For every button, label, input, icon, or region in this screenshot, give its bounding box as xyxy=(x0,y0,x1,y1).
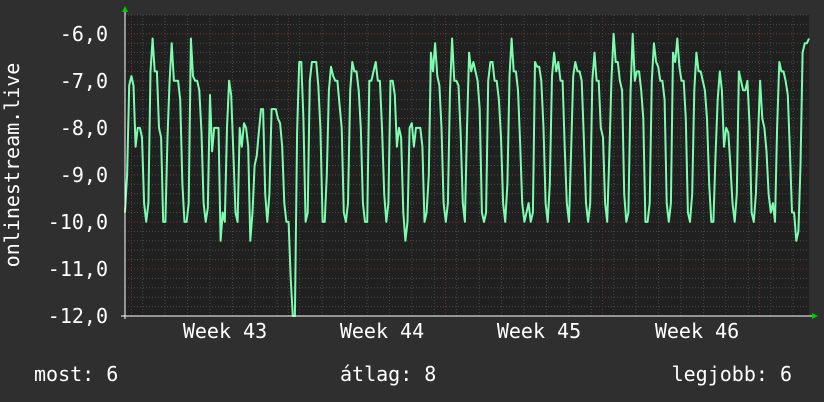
y-axis-arrow xyxy=(122,6,128,12)
y-tick-label: -11,0 xyxy=(48,257,108,281)
x-tick-label: Week 46 xyxy=(655,319,739,343)
y-tick-labels: -12,0 -11,0 -10,0 -9,0 -8,0 -7,0 -6,0 xyxy=(48,22,108,328)
x-tick-label: Week 45 xyxy=(497,319,581,343)
series-line xyxy=(124,32,810,317)
stat-current: most: 6 xyxy=(34,362,119,386)
y-axis-label: onlinestream.live xyxy=(0,63,24,268)
y-tick-label: -10,0 xyxy=(48,210,108,234)
y-tick-label: -12,0 xyxy=(48,304,108,328)
x-tick-labels: Week 43 Week 44 Week 45 Week 46 xyxy=(183,319,739,343)
stat-average: átlag: 8 xyxy=(340,362,437,386)
x-tick-label: Week 44 xyxy=(340,319,424,343)
y-tick-label: -8,0 xyxy=(60,116,108,140)
series-line-group xyxy=(124,32,810,317)
y-tick-label: -6,0 xyxy=(60,22,108,46)
y-tick-label: -7,0 xyxy=(60,69,108,93)
axes xyxy=(121,6,818,319)
x-tick-label: Week 43 xyxy=(183,319,267,343)
stat-max: legjobb: 6 xyxy=(671,362,792,386)
y-tick-label: -9,0 xyxy=(60,163,108,187)
x-axis-arrow xyxy=(812,313,818,319)
